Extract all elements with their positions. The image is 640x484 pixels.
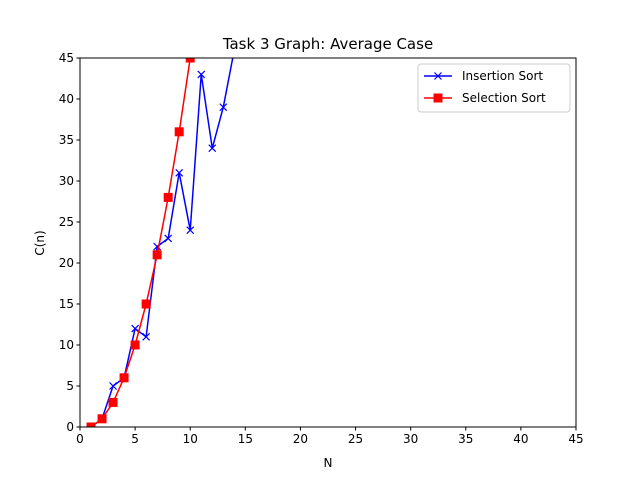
selection-sort-point <box>119 373 129 383</box>
selection-sort-point <box>185 58 195 63</box>
y-tick-label: 20 <box>59 256 74 270</box>
legend-label: Insertion Sort <box>462 69 543 83</box>
selection-sort-point <box>130 340 140 350</box>
selection-sort-point <box>97 414 107 424</box>
x-tick-label: 35 <box>458 432 473 446</box>
x-axis-ticks: 0 5 10 15 20 25 30 35 40 45 <box>76 427 584 446</box>
x-tick-label: 15 <box>238 432 253 446</box>
selection-sort-point <box>174 127 184 137</box>
x-tick-label: 5 <box>131 432 139 446</box>
x-tick-label: 10 <box>183 432 198 446</box>
y-tick-label: 10 <box>59 338 74 352</box>
y-tick-label: 45 <box>59 51 74 65</box>
insertion-sort-point <box>197 70 206 79</box>
legend: Insertion Sort Selection Sort <box>417 63 571 113</box>
insertion-sort-point <box>219 103 228 112</box>
y-tick-label: 30 <box>59 174 74 188</box>
insertion-sort-point <box>186 226 195 235</box>
plot-series <box>86 58 234 427</box>
y-tick-label: 25 <box>59 215 74 229</box>
legend-box <box>417 63 571 113</box>
plot-frame <box>79 57 577 428</box>
y-axis-label: C(n) <box>33 230 47 255</box>
selection-sort-point <box>163 192 173 202</box>
x-tick-label: 20 <box>293 432 308 446</box>
y-tick-label: 35 <box>59 133 74 147</box>
insertion-sort-point <box>175 168 184 177</box>
insertion-sort-point <box>109 382 117 390</box>
x-tick-label: 45 <box>568 432 583 446</box>
y-tick-label: 0 <box>66 420 74 434</box>
selection-sort-legend-marker <box>433 93 443 103</box>
x-axis-label: N <box>324 456 333 470</box>
selection-sort-series <box>86 58 195 427</box>
insertion-sort-point <box>164 234 173 243</box>
y-tick-label: 15 <box>59 297 74 311</box>
x-tick-label: 25 <box>348 432 363 446</box>
selection-sort-point <box>141 299 151 309</box>
insertion-sort-point <box>142 332 151 341</box>
x-tick-label: 0 <box>76 432 84 446</box>
x-tick-label: 40 <box>513 432 528 446</box>
insertion-sort-legend-marker <box>434 72 442 80</box>
chart-title: Task 3 Graph: Average Case <box>222 35 433 53</box>
y-axis-ticks: 0 5 10 15 20 25 30 35 40 45 <box>59 51 80 434</box>
selection-sort-point <box>86 422 96 427</box>
selection-sort-point <box>152 250 162 260</box>
insertion-sort-point <box>131 324 140 333</box>
selection-sort-point <box>108 397 118 407</box>
x-tick-label: 30 <box>403 432 418 446</box>
selection-sort-line <box>90 58 191 427</box>
legend-label: Selection Sort <box>462 91 546 105</box>
y-tick-label: 40 <box>59 92 74 106</box>
y-tick-label: 5 <box>66 379 74 393</box>
insertion-sort-point <box>208 144 217 153</box>
